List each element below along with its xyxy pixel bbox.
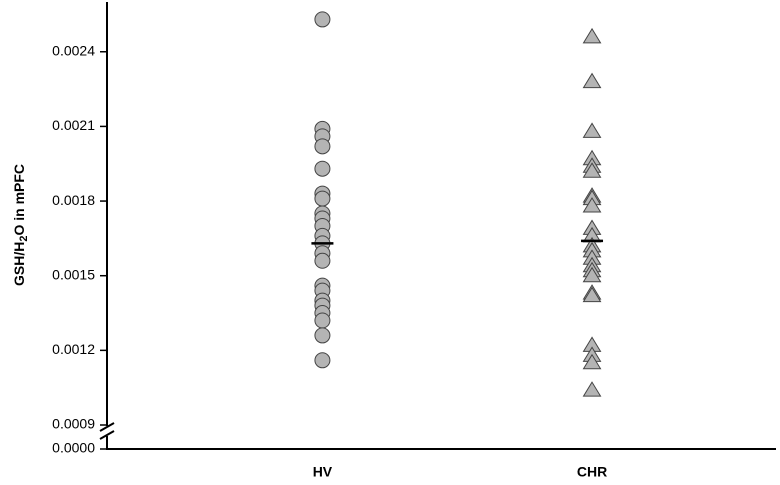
data-point <box>314 252 331 269</box>
data-point <box>314 138 331 155</box>
data-point <box>582 72 602 89</box>
data-point <box>314 190 331 207</box>
x-tick-label: CHR <box>577 464 607 480</box>
data-point <box>582 353 602 370</box>
y-tick-label: 0.0024 <box>52 42 95 58</box>
data-point <box>314 160 331 177</box>
data-point <box>314 352 331 369</box>
y-tick-label: 0.0018 <box>52 192 95 208</box>
y-axis-label: GSH/H2O in mPFC <box>11 164 30 286</box>
y-tick-label: 0.0000 <box>52 440 95 456</box>
data-point <box>314 327 331 344</box>
axis-break <box>99 430 115 440</box>
data-point <box>582 266 602 283</box>
y-tick-label: 0.0015 <box>52 266 95 282</box>
data-point <box>582 27 602 44</box>
data-point <box>582 286 602 303</box>
data-point <box>582 122 602 138</box>
data-point <box>314 312 331 329</box>
y-tick-label: 0.0012 <box>52 341 95 357</box>
data-point <box>582 381 602 397</box>
data-point <box>582 197 602 213</box>
x-tick-label: HV <box>313 464 333 480</box>
y-tick-label: 0.0021 <box>52 117 95 133</box>
y-tick-label: 0.0009 <box>52 416 95 432</box>
data-point <box>582 162 602 178</box>
data-point <box>314 11 331 28</box>
axis-break <box>99 422 115 432</box>
